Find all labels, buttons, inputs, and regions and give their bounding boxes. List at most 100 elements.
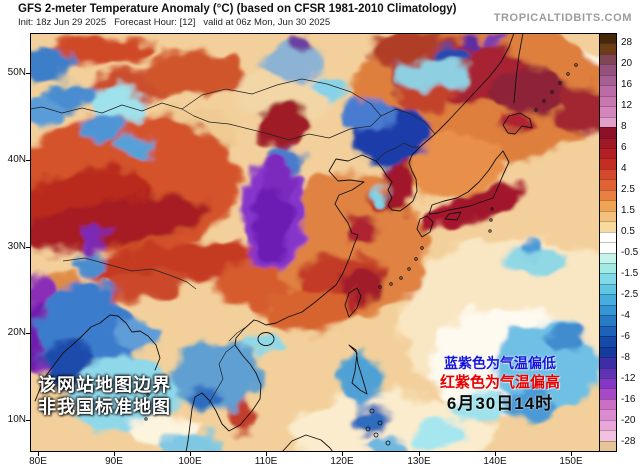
colorbar-segment [600, 137, 616, 148]
lat-tick [26, 73, 30, 74]
legend-warm-text: 红紫色为气温偏高 [439, 374, 560, 391]
colorbar-label: 0.5 [621, 226, 635, 238]
disclaimer-line-2: 非我国标准地图 [38, 397, 171, 417]
colorbar-segment [600, 262, 616, 274]
colorbar-label: -2.5 [621, 288, 639, 300]
colorbar-label: 12 [621, 100, 633, 112]
colorbar-segment [600, 116, 616, 128]
map-title: GFS 2-meter Temperature Anomaly (°C) (ba… [18, 3, 457, 15]
colorbar-label: -6 [621, 330, 630, 342]
colorbar-label: -16 [621, 393, 636, 405]
colorbar-segment [600, 273, 616, 284]
colorbar-segment [600, 367, 616, 378]
colorbar-segment [600, 346, 616, 358]
lon-tick [342, 452, 343, 456]
colorbar-label: -12 [621, 372, 636, 384]
colorbar-label: -8 [621, 351, 630, 363]
colorbar-segment [600, 304, 616, 316]
map-canvas [30, 33, 600, 452]
colorbar-segment [600, 210, 616, 222]
lon-tick-label: 80E [29, 456, 47, 467]
lon-tick-label: 90E [105, 456, 123, 467]
colorbar-segment [600, 388, 616, 399]
lat-tick-label: 40N [7, 154, 26, 165]
colorbar-segment [600, 357, 616, 368]
coastlines [34, 33, 533, 452]
colorbar-segment [600, 106, 616, 117]
map-field [30, 33, 600, 452]
colorbar-label: -1.5 [621, 267, 639, 279]
tropicaltidbits-watermark: TROPICALTIDBITS.COM [493, 12, 632, 24]
colorbar-segment [600, 440, 616, 452]
lon-tick-label: 110E [254, 456, 278, 467]
colorbar-segment [600, 231, 616, 243]
init-forecast-line: Init: 18z Jun 29 2025 Forecast Hour: [12… [18, 17, 331, 28]
colorbar-segment [600, 398, 616, 410]
lon-tick [38, 452, 39, 456]
colorbar-segment [600, 283, 616, 295]
lon-tick [571, 452, 572, 456]
map-disclaimer-text: 该网站地图边界 非我国标准地图 [38, 374, 171, 418]
colorbar-label: -20 [621, 414, 636, 426]
colorbar-segment [600, 179, 616, 190]
colorbar-label: -4 [621, 309, 630, 321]
lon-tick [266, 452, 267, 456]
colorbar-segment [600, 64, 616, 75]
colorbar-segment [600, 325, 616, 337]
colorbar-segment [600, 294, 616, 305]
lat-tick-label: 30N [7, 241, 26, 252]
colorbar-segment [600, 74, 616, 86]
colorbar-segment [600, 252, 616, 263]
disclaimer-line-1: 该网站地图边界 [38, 375, 171, 395]
colorbar-segment [600, 336, 616, 347]
lon-tick-label: 100E [178, 456, 202, 467]
colorbar-segment [600, 168, 616, 180]
colorbar-segment [600, 34, 616, 44]
lat-tick [26, 420, 30, 421]
lon-tick [419, 452, 420, 456]
lon-tick-label: 130E [407, 456, 431, 467]
colorbar-segment [600, 409, 616, 420]
legend-cold-text: 蓝紫色为气温偏低 [444, 355, 556, 371]
colorbar-segment [600, 53, 616, 65]
lon-tick [114, 452, 115, 456]
colorbar-label: 8 [621, 121, 627, 133]
colorbar-segment [600, 95, 616, 107]
lat-tick-label: 20N [7, 327, 26, 338]
lat-tick-label: 10N [7, 414, 26, 425]
lat-tick [26, 247, 30, 248]
colorbar-label: 28 [621, 37, 633, 49]
country-borders [30, 78, 436, 404]
colorbar-label: 1.5 [621, 205, 635, 217]
lon-tick-label: 150E [559, 456, 583, 467]
anomaly-field-svg [30, 33, 600, 452]
colorbar-segment [600, 419, 616, 431]
colorbar-segment [600, 315, 616, 326]
colorbar-segment [600, 242, 616, 253]
colorbar-label: 16 [621, 79, 633, 91]
colorbar-segment [600, 158, 616, 169]
small-islands [144, 63, 578, 446]
lon-tick-label: 120E [330, 456, 354, 467]
colorbar-segment [600, 127, 616, 138]
lon-tick [495, 452, 496, 456]
valid-datetime-cn: 6月30日14时 [446, 394, 554, 413]
colorbar-segment [600, 147, 616, 159]
colorbar-label: 4 [621, 163, 627, 175]
colorbar-segment [600, 221, 616, 232]
colorbar-segment [600, 43, 616, 54]
colorbar-label: -28 [621, 435, 636, 447]
colorbar-segment [600, 430, 616, 441]
colorbar-label: -0.5 [621, 246, 639, 258]
colorbar [599, 33, 617, 452]
lat-tick-label: 50N [7, 67, 26, 78]
colorbar-segment [600, 85, 616, 96]
anomaly-legend: 蓝紫色为气温偏低 红紫色为气温偏高 6月30日14时 [420, 354, 580, 415]
lon-tick [190, 452, 191, 456]
lon-tick-label: 140E [483, 456, 507, 467]
colorbar-label: 20 [621, 58, 633, 70]
colorbar-segment [600, 200, 616, 211]
lat-tick [26, 160, 30, 161]
colorbar-label: 6 [621, 142, 627, 154]
colorbar-segment [600, 377, 616, 389]
